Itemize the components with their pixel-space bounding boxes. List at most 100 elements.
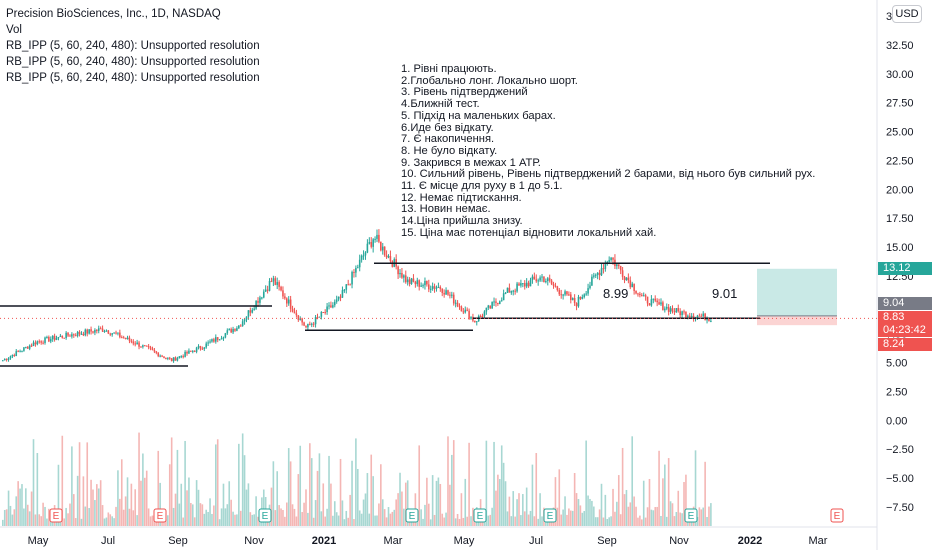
indicator-label[interactable]: RB_IPP (5, 60, 240, 480): Unsupported re… xyxy=(6,40,260,52)
candle-body xyxy=(314,317,317,325)
candle-body xyxy=(111,333,113,335)
candle-body xyxy=(579,296,582,299)
volume-bar xyxy=(694,450,697,526)
candle-body xyxy=(23,347,25,351)
candle-body xyxy=(589,285,591,289)
volume-bar xyxy=(462,517,465,526)
volume-bar xyxy=(201,504,204,526)
candle-body xyxy=(355,268,357,273)
earnings-marker[interactable] xyxy=(473,508,487,523)
volume-bar xyxy=(627,506,630,526)
volume-bar xyxy=(445,512,447,526)
volume-bar xyxy=(554,477,557,526)
volume-bar xyxy=(209,498,211,526)
candle-body xyxy=(59,335,62,337)
candle-body xyxy=(274,278,277,285)
volume-bar xyxy=(144,477,146,526)
volume-bar xyxy=(679,512,681,526)
volume-bar xyxy=(301,512,303,526)
volume-bar xyxy=(318,453,321,526)
volume-bar xyxy=(654,507,657,526)
candle-body xyxy=(529,279,532,287)
volume-bar xyxy=(372,476,374,526)
candle-body xyxy=(671,308,674,311)
candle-body xyxy=(485,307,488,312)
volume-bar xyxy=(92,489,94,526)
candle-body xyxy=(199,346,202,349)
volume-bar xyxy=(376,515,378,526)
earnings-marker[interactable] xyxy=(405,508,419,523)
candle-body xyxy=(456,302,459,307)
volume-bar xyxy=(174,493,177,526)
candle-body xyxy=(475,321,478,323)
volume-bar xyxy=(117,470,119,526)
time-axis-label: Mar xyxy=(809,535,828,547)
volume-bar xyxy=(5,509,8,526)
candle-body xyxy=(228,329,231,331)
volume-bar xyxy=(13,509,16,526)
volume-bar xyxy=(295,516,298,526)
candle-body xyxy=(144,345,146,347)
candle-body xyxy=(303,322,305,326)
volume-label[interactable]: Vol xyxy=(6,24,22,36)
candle-body xyxy=(232,329,234,333)
symbol-title[interactable]: Precision BioSciences, Inc., 1D, NASDAQ xyxy=(6,8,221,20)
countdown-tag: 04:23:42 xyxy=(878,324,932,337)
volume-bar xyxy=(675,512,678,526)
volume-bar xyxy=(510,516,513,526)
volume-bar xyxy=(65,507,67,526)
candle-body xyxy=(358,259,361,268)
volume-bar xyxy=(401,491,403,526)
volume-bar xyxy=(138,432,140,526)
candle-body xyxy=(268,281,271,291)
volume-bar xyxy=(349,494,351,526)
earnings-marker[interactable] xyxy=(153,508,167,523)
volume-bar xyxy=(652,510,655,526)
candle-body xyxy=(138,342,140,347)
candle-body xyxy=(687,315,689,318)
volume-bar xyxy=(506,511,509,526)
indicator-label[interactable]: RB_IPP (5, 60, 240, 480): Unsupported re… xyxy=(6,72,260,84)
volume-bar xyxy=(598,509,601,526)
volume-bar xyxy=(677,490,680,526)
earnings-marker[interactable] xyxy=(830,508,844,523)
volume-bar xyxy=(629,502,632,526)
candle-body xyxy=(610,257,612,261)
volume-bar xyxy=(399,472,401,526)
volume-bar xyxy=(648,478,651,526)
candle-body xyxy=(88,329,90,334)
candle-body xyxy=(424,280,426,286)
candle-body xyxy=(495,301,497,303)
candle-body xyxy=(201,348,204,350)
candle-body xyxy=(372,239,374,247)
candle-body xyxy=(339,296,342,298)
volume-bar xyxy=(364,493,367,526)
earnings-marker[interactable] xyxy=(49,508,63,523)
volume-bar xyxy=(523,511,526,526)
candle-body xyxy=(548,278,551,281)
candle-body xyxy=(662,302,664,311)
volume-bar xyxy=(644,517,647,526)
indicator-label[interactable]: RB_IPP (5, 60, 240, 480): Unsupported re… xyxy=(6,56,260,68)
earnings-marker[interactable] xyxy=(543,508,557,523)
volume-bar xyxy=(537,518,539,526)
candle-body xyxy=(512,290,515,292)
volume-bar xyxy=(428,503,430,526)
candle-body xyxy=(213,339,215,342)
loss-zone[interactable] xyxy=(757,315,837,326)
currency-button[interactable]: USD xyxy=(892,5,922,23)
volume-bar xyxy=(370,454,373,526)
profit-zone[interactable] xyxy=(757,268,837,316)
volume-bar xyxy=(42,502,44,526)
candle-body xyxy=(660,302,662,305)
earnings-marker[interactable] xyxy=(684,508,698,523)
volume-bar xyxy=(23,508,25,526)
earnings-marker[interactable] xyxy=(258,508,272,523)
price-axis-label: 22.50 xyxy=(886,155,914,167)
candle-body xyxy=(560,294,563,296)
candle-body xyxy=(49,339,52,342)
volume-bar xyxy=(312,517,315,526)
candle-body xyxy=(510,291,513,293)
candle-body xyxy=(449,294,451,296)
